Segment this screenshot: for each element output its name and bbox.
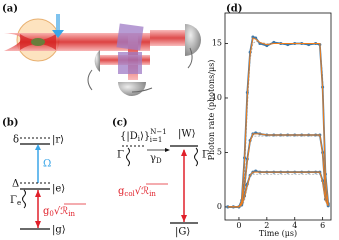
setup-illustration: (a) xyxy=(2,4,201,96)
x-tick-label: 0 xyxy=(236,221,241,230)
data-point xyxy=(251,35,255,39)
coupling-label: g0√ℛin xyxy=(43,206,75,219)
state-label: |G⟩ xyxy=(175,227,190,238)
x-tick-label: 6 xyxy=(320,221,325,230)
y-tick-label: 0 xyxy=(217,202,222,211)
panel-label: (d) xyxy=(226,4,242,15)
y-axis-label: Photon rate (photons/μs) xyxy=(207,60,216,161)
plot-frame xyxy=(224,12,332,221)
panel-label: (b) xyxy=(2,118,18,129)
y-tick-label: 5 xyxy=(217,147,222,156)
x-axis-label: Time (μs) xyxy=(259,229,297,238)
photon-rate-chart: (d) Photon rate (photons/μs) Time (μs) 0… xyxy=(207,4,332,238)
x-tick-label: 2 xyxy=(264,221,269,230)
level-scheme-b: (b) δ |r⟩ Ω Δ |e⟩ Γe g0√ℛin |g⟩ xyxy=(2,118,86,236)
dephasing-label: γD xyxy=(150,153,162,166)
panel-label: (c) xyxy=(112,118,128,129)
rabi-label: Ω xyxy=(43,159,51,170)
coupling-label: gcol√ℛin xyxy=(118,186,156,199)
panel-label: (a) xyxy=(2,4,18,15)
fit-line xyxy=(227,133,329,208)
detuning: δ xyxy=(13,135,19,146)
fit-line xyxy=(227,171,329,208)
y-tick-label: 10 xyxy=(212,93,222,102)
detuning: Δ xyxy=(12,179,19,190)
decay-label: Γ xyxy=(202,150,209,161)
x-tick-label: 4 xyxy=(292,221,297,230)
decay-label: Γe xyxy=(10,195,21,208)
state-label: |g⟩ xyxy=(52,225,66,236)
state-label: |W⟩ xyxy=(178,129,196,140)
dark-states: {|Di⟩}N−1 i=1 xyxy=(120,128,167,144)
fit-line xyxy=(227,37,329,208)
decay-label: Γ xyxy=(117,150,124,161)
level-scheme-c: (c) {|Di⟩}N−1 i=1 |W⟩ γD Γ Γ gcol√ℛin |G⟩ xyxy=(112,118,209,238)
y-tick-label: 15 xyxy=(212,39,222,48)
state-label: |r⟩ xyxy=(52,135,64,146)
state-label: |e⟩ xyxy=(52,184,65,195)
